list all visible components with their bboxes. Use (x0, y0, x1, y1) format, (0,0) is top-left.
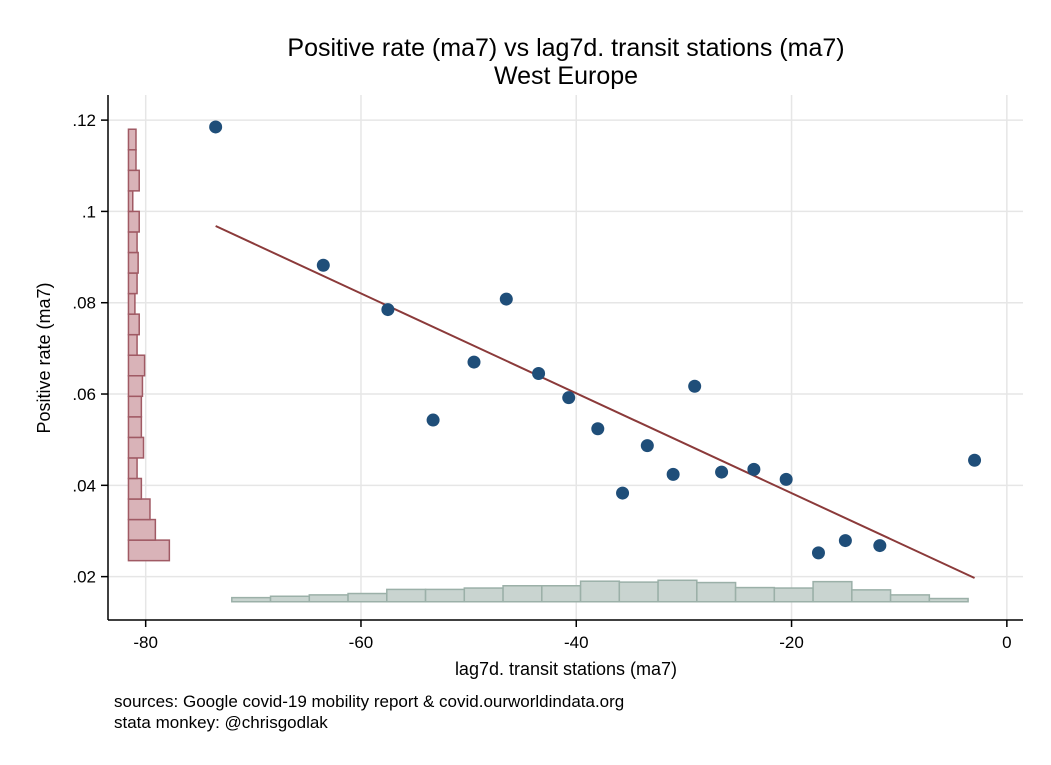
x-histogram-bar (386, 588, 427, 603)
axes (107, 95, 1023, 621)
x-histogram-bar (231, 596, 272, 603)
x-histogram-bar (347, 592, 388, 603)
y-histogram-bar (127, 375, 144, 398)
x-histogram-bar (657, 579, 698, 603)
data-point (426, 413, 440, 427)
points-layer (209, 120, 982, 560)
data-point (688, 379, 702, 393)
x-histogram-bar (579, 580, 621, 603)
data-point (316, 258, 330, 272)
data-point (747, 462, 761, 476)
y-tick-label: .1 (82, 202, 96, 221)
tick-labels: -80 -60 -40 -20 0 .02 .04 .06 .08 .1 .12 (72, 111, 1011, 652)
x-histogram-bar (424, 588, 466, 603)
y-histogram-bar (127, 149, 137, 172)
x-histogram-bar (889, 594, 931, 603)
y-histogram-bar (127, 313, 140, 336)
y-tick-label: .02 (72, 568, 96, 587)
data-point (209, 120, 223, 134)
x-histogram-bar (734, 586, 776, 603)
y-tick-label: .08 (72, 294, 96, 313)
x-histogram-bar (618, 581, 659, 603)
y-histogram-bar (127, 477, 143, 500)
data-point (715, 465, 729, 479)
y-histogram-bar (127, 169, 140, 192)
y-tick-label: .06 (72, 385, 96, 404)
y-histogram-bar (127, 292, 136, 315)
data-point (562, 391, 576, 405)
x-tick-label: -60 (349, 633, 374, 652)
y-histogram-bar (127, 518, 157, 541)
x-histogram-bar (696, 581, 737, 603)
y-axis-label: Positive rate (ma7) (34, 282, 54, 433)
credit-note: stata monkey: @chrisgodlak (114, 713, 328, 732)
y-histogram (127, 128, 171, 562)
y-histogram-bar (127, 190, 134, 213)
x-histogram-bar (463, 587, 504, 603)
x-histogram-bar (541, 585, 582, 603)
data-point (467, 355, 481, 369)
data-point (968, 453, 982, 467)
data-point (616, 486, 630, 500)
x-tick-label: 0 (1002, 633, 1011, 652)
grid-lines (108, 95, 1023, 620)
data-point (811, 546, 825, 560)
fit-line-layer (215, 225, 975, 579)
y-histogram-bar (127, 498, 151, 521)
x-histogram-bar (308, 594, 349, 603)
y-histogram-bar (127, 354, 146, 377)
x-histogram-bar (773, 587, 814, 603)
y-tick-label: .04 (72, 476, 96, 495)
x-tick-label: -20 (779, 633, 804, 652)
data-point (666, 467, 680, 481)
y-histogram-bar (127, 457, 138, 480)
data-point (381, 303, 395, 317)
data-point (499, 292, 513, 306)
x-histogram-bar (812, 580, 853, 603)
x-histogram-bar (269, 595, 311, 603)
y-tick-label: .12 (72, 111, 96, 130)
sources-note: sources: Google covid-19 mobility report… (114, 692, 624, 711)
x-tick-label: -80 (133, 633, 158, 652)
data-point (591, 422, 605, 436)
chart-subtitle: West Europe (494, 62, 638, 90)
y-histogram-bar (127, 395, 143, 418)
y-histogram-bar (127, 436, 145, 459)
x-histogram-bar (928, 597, 969, 603)
data-point (779, 472, 793, 486)
data-point (640, 439, 654, 453)
x-tick-label: -40 (564, 633, 589, 652)
x-histogram-bar (502, 585, 543, 603)
x-histogram-bar (851, 589, 892, 603)
y-histogram-bar (127, 333, 138, 356)
y-histogram-bar (127, 416, 143, 439)
y-histogram-bar (127, 539, 171, 562)
y-histogram-bar (127, 210, 140, 233)
data-point (873, 539, 887, 553)
x-histogram (231, 579, 969, 603)
x-axis-label: lag7d. transit stations (ma7) (455, 659, 677, 679)
y-histogram-bar (127, 128, 137, 151)
y-histogram-bar (127, 231, 138, 254)
fit-line (215, 225, 975, 579)
y-histogram-bar (127, 272, 138, 295)
data-point (532, 366, 546, 380)
data-point (838, 534, 852, 548)
y-histogram-bar (127, 251, 139, 274)
chart-title: Positive rate (ma7) vs lag7d. transit st… (287, 34, 844, 62)
